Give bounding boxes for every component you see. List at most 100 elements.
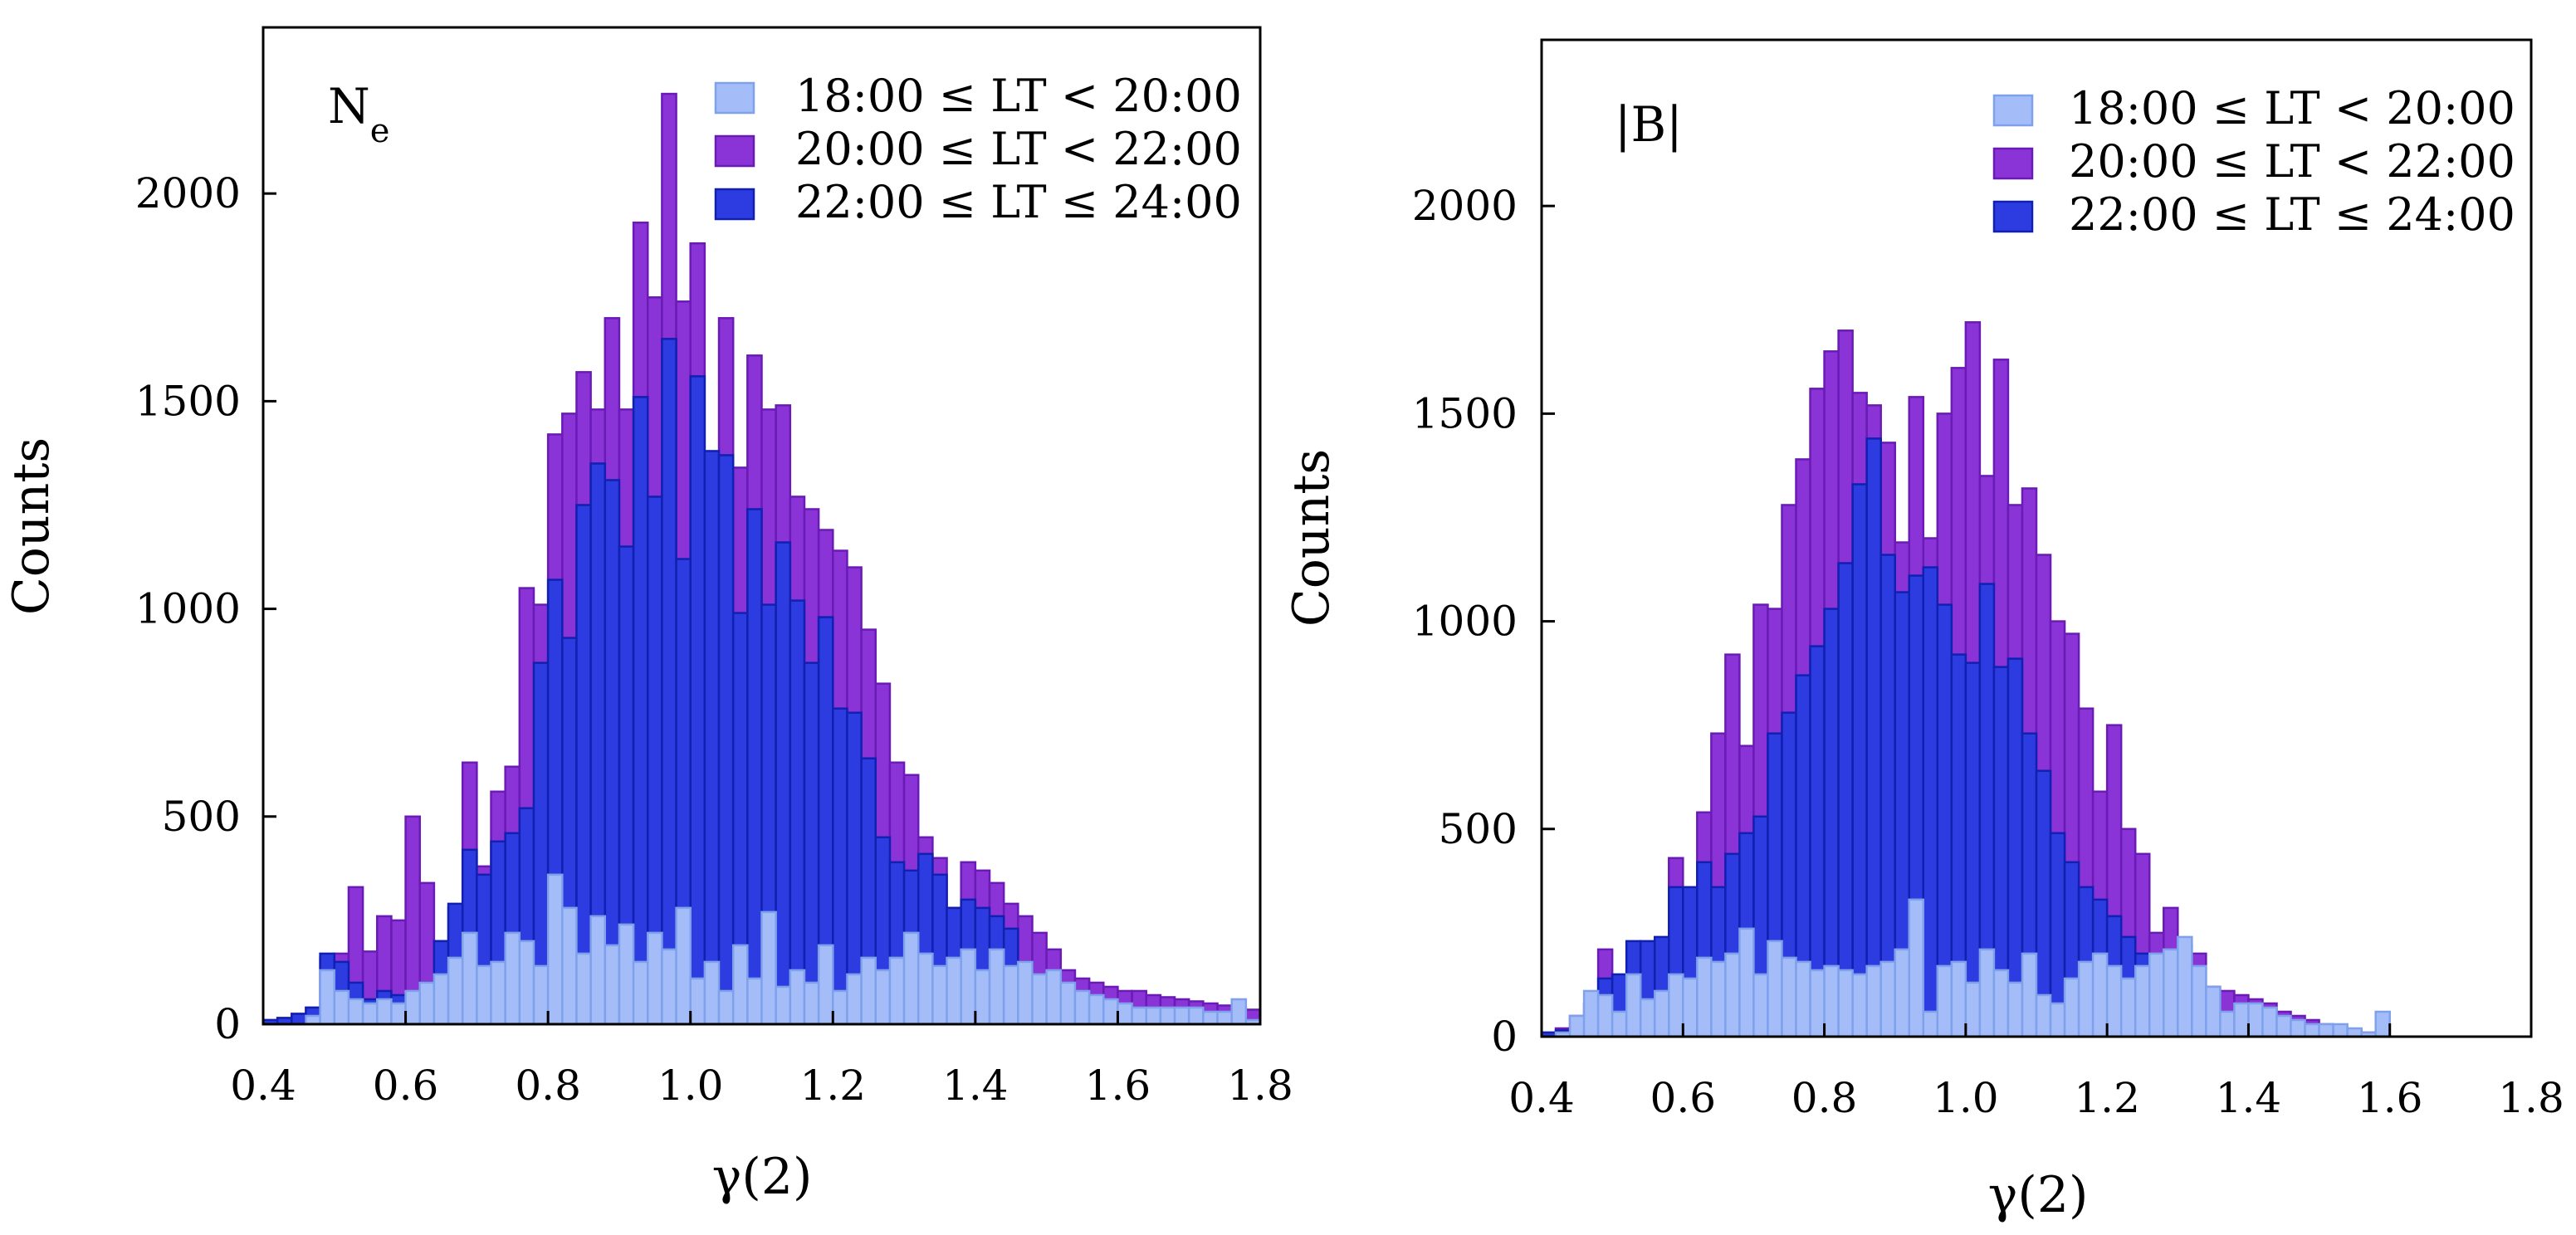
bar-s18: [2247, 1002, 2264, 1038]
bar-s22: [1851, 483, 1868, 1038]
legend-label-s18: 18:00 ≤ LT < 20:00: [795, 70, 1242, 122]
bar-s22: [689, 375, 706, 1026]
legend-swatch-s22: [1992, 200, 2034, 233]
x-axis-label: γ(2): [712, 1148, 813, 1206]
y-axis-label: Counts: [2, 437, 61, 615]
bar-s18: [1710, 960, 1727, 1038]
bar-s18: [1795, 960, 1811, 1038]
bar-s18: [305, 1014, 321, 1026]
bar-s18: [1922, 1010, 1939, 1038]
bar-s18: [2205, 985, 2222, 1038]
bar-s18: [860, 956, 877, 1026]
bar-s22: [1837, 562, 1854, 1038]
bar-s18: [418, 981, 436, 1026]
bar-s18: [2091, 952, 2109, 1038]
bar-s18: [1073, 989, 1091, 1026]
bar-s18: [661, 948, 677, 1026]
bar-s18: [731, 944, 749, 1026]
legend-swatch-s18: [714, 81, 755, 115]
y-tick-label: 2000: [135, 169, 241, 217]
y-tick-label: 500: [162, 793, 241, 841]
bar-s18: [946, 956, 962, 1026]
bar-s18: [1738, 927, 1755, 1038]
x-tick-label: 1.0: [1933, 1074, 1999, 1122]
bar-s18: [1568, 1014, 1586, 1038]
bar-s18: [333, 989, 350, 1026]
bar-s22: [717, 454, 735, 1026]
bar-s22: [2007, 657, 2024, 1038]
bar-s18: [1102, 998, 1119, 1026]
bar-s18: [1002, 964, 1019, 1026]
bar-s18: [461, 931, 478, 1026]
x-tick-label: 0.4: [230, 1062, 296, 1110]
bar-s18: [2177, 935, 2193, 1038]
bar-s18: [817, 944, 834, 1026]
bar-s22: [575, 504, 592, 1026]
x-tick-label: 1.8: [2498, 1074, 2564, 1122]
bar-s18: [760, 910, 777, 1026]
panel-title: Ne: [328, 78, 389, 150]
bar-s18: [532, 964, 550, 1026]
y-tick-label: 500: [1439, 805, 1518, 853]
bar-s18: [917, 952, 934, 1026]
legend-swatch-s18: [1992, 94, 2034, 127]
bar-s18: [1582, 989, 1600, 1038]
bar-s18: [1159, 1006, 1176, 1026]
bar-s18: [476, 964, 492, 1026]
bar-s22: [775, 541, 792, 1026]
y-tick-label: 0: [1491, 1013, 1518, 1061]
bar-s18: [931, 964, 948, 1026]
plot-frame: [1540, 38, 2533, 1038]
bar-s22: [1865, 437, 1882, 1038]
bar-s18: [2290, 1018, 2306, 1038]
y-axis-label: Counts: [1283, 449, 1341, 627]
bar-s18: [1187, 1006, 1205, 1026]
bar-s18: [2063, 977, 2080, 1038]
x-tick-label: 1.6: [1085, 1062, 1151, 1110]
bar-s18: [1879, 960, 1896, 1038]
chart-panel-1: 0.4 0.6 0.8 1.0 1.2 1.4 1.6 1.8 0 500 1000 1500 2000…: [2, 26, 1293, 1206]
bar-s18: [1202, 1010, 1219, 1026]
legend-label-s20: 20:00 ≤ LT < 22:00: [2069, 135, 2515, 188]
x-tick-label: 1.2: [800, 1062, 867, 1110]
bar-s18: [2191, 964, 2207, 1038]
bar-s22: [632, 396, 649, 1026]
series-s18: [1554, 898, 2391, 1038]
x-tick-label: 0.4: [1508, 1074, 1575, 1122]
bar-s18: [1117, 1002, 1133, 1026]
bar-s18: [2134, 964, 2151, 1038]
bar-s22: [746, 508, 763, 1026]
bar-s18: [1173, 1006, 1190, 1026]
bar-s18: [888, 956, 906, 1026]
legend-swatch-s20: [1992, 147, 2034, 180]
bar-s18: [2148, 952, 2165, 1038]
x-tick-label: 0.6: [1650, 1074, 1717, 1122]
bar-s18: [447, 956, 464, 1026]
bar-s18: [1809, 969, 1826, 1038]
bar-s18: [361, 1002, 379, 1026]
bar-s18: [604, 944, 621, 1026]
bar-s18: [433, 973, 450, 1026]
bar-s18: [2035, 993, 2052, 1038]
bar-s18: [2318, 1023, 2334, 1038]
bar-s18: [589, 915, 607, 1026]
legend-label-s22: 22:00 ≤ LT ≤ 24:00: [795, 176, 1242, 228]
bar-s18: [832, 989, 848, 1026]
bar-s18: [1950, 960, 1967, 1038]
bar-s18: [646, 931, 663, 1026]
bar-s18: [1031, 973, 1048, 1026]
bar-s18: [2163, 948, 2179, 1038]
bar-s18: [2275, 1014, 2292, 1038]
bar-s18: [746, 977, 763, 1026]
x-tick-label: 0.8: [515, 1062, 581, 1110]
bar-s18: [1781, 956, 1797, 1038]
y-tick-label: 2000: [1412, 182, 1518, 230]
x-tick-label: 0.8: [1791, 1074, 1858, 1122]
legend-label-s20: 20:00 ≤ LT < 22:00: [795, 123, 1242, 175]
bar-s18: [703, 960, 721, 1026]
bar-s18: [1682, 977, 1699, 1038]
x-tick-label: 0.6: [373, 1062, 439, 1110]
legend-label-s18: 18:00 ≤ LT < 20:00: [2069, 82, 2515, 134]
bar-s18: [1837, 969, 1854, 1038]
